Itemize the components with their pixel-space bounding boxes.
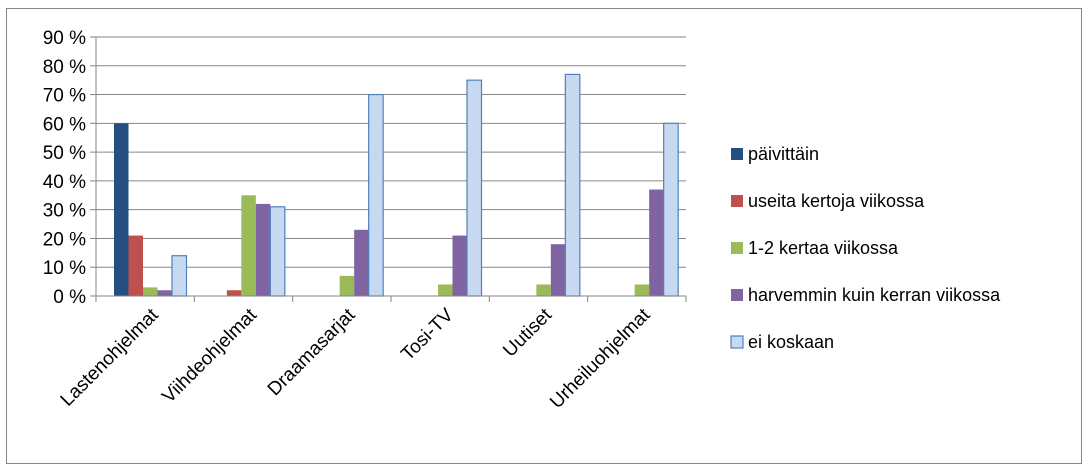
bar-3-draamasarjat (339, 275, 355, 296)
bar-4-tosi-tv (452, 235, 467, 296)
bar-5-tosi-tv (466, 79, 483, 297)
legend-label: useita kertoja viikossa (748, 191, 925, 211)
legend-swatch (731, 242, 743, 254)
category-label: Urheiluohjelmat (546, 304, 655, 413)
y-tick-label: 0 % (53, 287, 86, 308)
bar-3-viihdeohjelmat (241, 195, 256, 296)
bar-4-lastenohjelmat (157, 290, 172, 296)
bars (114, 73, 679, 297)
legend-label: 1-2 kertaa viikossa (748, 238, 899, 258)
y-tick-label: 70 % (43, 86, 86, 107)
bar-5-urheiluohjelmat (663, 122, 679, 297)
bar-3-urheiluohjelmat (634, 284, 650, 296)
y-tick-label: 80 % (43, 57, 86, 78)
bar-4-urheiluohjelmat (649, 189, 664, 296)
y-tick-label: 90 % (43, 28, 86, 49)
y-tick-label: 20 % (43, 229, 86, 250)
chart-frame (6, 8, 1082, 464)
category-label: Lastenohjelmat (57, 304, 163, 410)
legend-swatch (731, 148, 743, 160)
bar-3-lastenohjelmat (143, 287, 158, 296)
legend-swatch (730, 335, 744, 349)
y-tick-label: 10 % (43, 258, 86, 279)
y-tick-label: 60 % (43, 114, 86, 135)
y-tick-label: 50 % (43, 143, 86, 164)
legend-label: harvemmin kuin kerran viikossa (748, 285, 1001, 305)
bar-3-uutiset (536, 284, 551, 296)
axes (95, 37, 687, 302)
bar-2-viihdeohjelmat (226, 290, 242, 296)
category-label: Uutiset (499, 304, 556, 361)
legend-swatch (731, 195, 743, 207)
y-tick-label: 40 % (43, 172, 86, 193)
y-tick-label: 30 % (43, 201, 86, 222)
bar-4-draamasarjat (354, 229, 369, 296)
bar-5-draamasarjat (368, 93, 384, 297)
bar-2-lastenohjelmat (128, 235, 143, 296)
bar-4-uutiset (550, 244, 566, 296)
legend-label: päivittäin (748, 144, 819, 164)
bar-3-tosi-tv (438, 284, 453, 296)
category-label: Viihdeohjelmat (158, 304, 261, 407)
category-label: Tosi-TV (397, 304, 458, 365)
y-axis-tick-labels: 0 % 10 % 20 % 30 % 40 % 50 % 60 % 70 % 80 % 90 % (43, 28, 86, 308)
bar-1-lastenohjelmat (114, 123, 129, 296)
bar-4-viihdeohjelmat (255, 203, 271, 296)
bar-5-lastenohjelmat (171, 255, 188, 297)
legend-swatch (731, 289, 743, 301)
legend: päivittäin useita kertoja viikossa 1-2 ker… (730, 144, 1001, 352)
bar-5-uutiset (564, 73, 581, 297)
legend-label: ei koskaan (748, 332, 834, 352)
bar-5-viihdeohjelmat (269, 206, 286, 297)
category-label: Draamasarjat (264, 304, 360, 400)
